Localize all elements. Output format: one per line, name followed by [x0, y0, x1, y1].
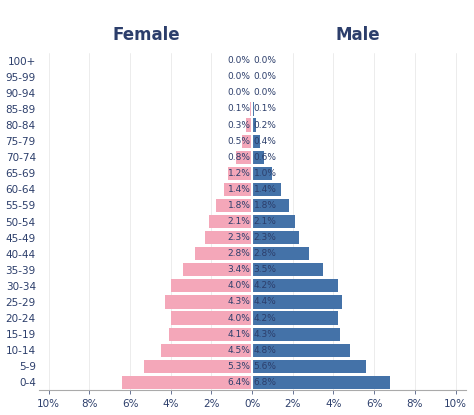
- Text: 0.5%: 0.5%: [228, 137, 251, 146]
- Text: 4.8%: 4.8%: [254, 346, 277, 355]
- Bar: [252, 151, 264, 164]
- Bar: [250, 103, 252, 115]
- Bar: [169, 327, 252, 341]
- Bar: [242, 134, 252, 148]
- Text: 3.4%: 3.4%: [228, 265, 251, 274]
- Text: 1.8%: 1.8%: [254, 201, 277, 210]
- Text: Male: Male: [336, 26, 380, 44]
- Text: 4.0%: 4.0%: [228, 314, 251, 322]
- Text: 0.2%: 0.2%: [254, 120, 277, 129]
- Text: 5.3%: 5.3%: [228, 362, 251, 371]
- Text: Female: Female: [112, 26, 180, 44]
- Text: 0.6%: 0.6%: [254, 153, 277, 162]
- Bar: [246, 118, 252, 132]
- Bar: [252, 247, 309, 260]
- Text: 6.4%: 6.4%: [228, 378, 251, 387]
- Bar: [252, 199, 289, 212]
- Text: 4.4%: 4.4%: [254, 298, 276, 306]
- Bar: [252, 215, 295, 228]
- Bar: [228, 167, 252, 180]
- Text: 4.0%: 4.0%: [228, 281, 251, 290]
- Bar: [164, 295, 252, 309]
- Bar: [252, 134, 260, 148]
- Bar: [122, 376, 252, 389]
- Text: 1.0%: 1.0%: [254, 169, 277, 178]
- Text: 1.2%: 1.2%: [228, 169, 251, 178]
- Bar: [252, 295, 342, 309]
- Text: 2.8%: 2.8%: [228, 249, 251, 258]
- Text: 0.0%: 0.0%: [228, 88, 251, 98]
- Bar: [252, 231, 299, 244]
- Text: 2.8%: 2.8%: [254, 249, 277, 258]
- Text: 0.0%: 0.0%: [228, 56, 251, 65]
- Text: 0.0%: 0.0%: [228, 72, 251, 81]
- Text: 0.8%: 0.8%: [228, 153, 251, 162]
- Text: 1.4%: 1.4%: [228, 185, 251, 194]
- Bar: [252, 183, 281, 196]
- Text: 2.3%: 2.3%: [228, 233, 251, 242]
- Text: 2.3%: 2.3%: [254, 233, 277, 242]
- Text: 0.0%: 0.0%: [254, 72, 277, 81]
- Bar: [171, 279, 252, 293]
- Text: 0.1%: 0.1%: [228, 105, 251, 113]
- Bar: [216, 199, 252, 212]
- Bar: [252, 279, 337, 293]
- Text: 4.1%: 4.1%: [228, 330, 251, 339]
- Text: 3.5%: 3.5%: [254, 265, 277, 274]
- Bar: [161, 344, 252, 357]
- Bar: [171, 311, 252, 325]
- Bar: [252, 360, 366, 373]
- Text: 0.0%: 0.0%: [254, 56, 277, 65]
- Bar: [252, 263, 323, 276]
- Bar: [252, 376, 391, 389]
- Text: 1.8%: 1.8%: [228, 201, 251, 210]
- Text: 6.8%: 6.8%: [254, 378, 277, 387]
- Bar: [252, 167, 273, 180]
- Bar: [205, 231, 252, 244]
- Bar: [236, 151, 252, 164]
- Text: 5.6%: 5.6%: [254, 362, 277, 371]
- Text: 4.2%: 4.2%: [254, 281, 276, 290]
- Bar: [252, 103, 254, 115]
- Bar: [252, 118, 256, 132]
- Text: 0.3%: 0.3%: [228, 120, 251, 129]
- Text: 4.3%: 4.3%: [228, 298, 251, 306]
- Text: 0.0%: 0.0%: [254, 88, 277, 98]
- Text: 1.4%: 1.4%: [254, 185, 277, 194]
- Text: 2.1%: 2.1%: [254, 217, 277, 226]
- Bar: [195, 247, 252, 260]
- Text: 4.3%: 4.3%: [254, 330, 277, 339]
- Bar: [224, 183, 252, 196]
- Text: 0.1%: 0.1%: [254, 105, 277, 113]
- Bar: [183, 263, 252, 276]
- Bar: [145, 360, 252, 373]
- Bar: [252, 344, 350, 357]
- Bar: [252, 327, 339, 341]
- Text: 0.4%: 0.4%: [254, 137, 277, 146]
- Text: 4.2%: 4.2%: [254, 314, 276, 322]
- Text: 2.1%: 2.1%: [228, 217, 251, 226]
- Bar: [252, 311, 337, 325]
- Bar: [210, 215, 252, 228]
- Text: 4.5%: 4.5%: [228, 346, 251, 355]
